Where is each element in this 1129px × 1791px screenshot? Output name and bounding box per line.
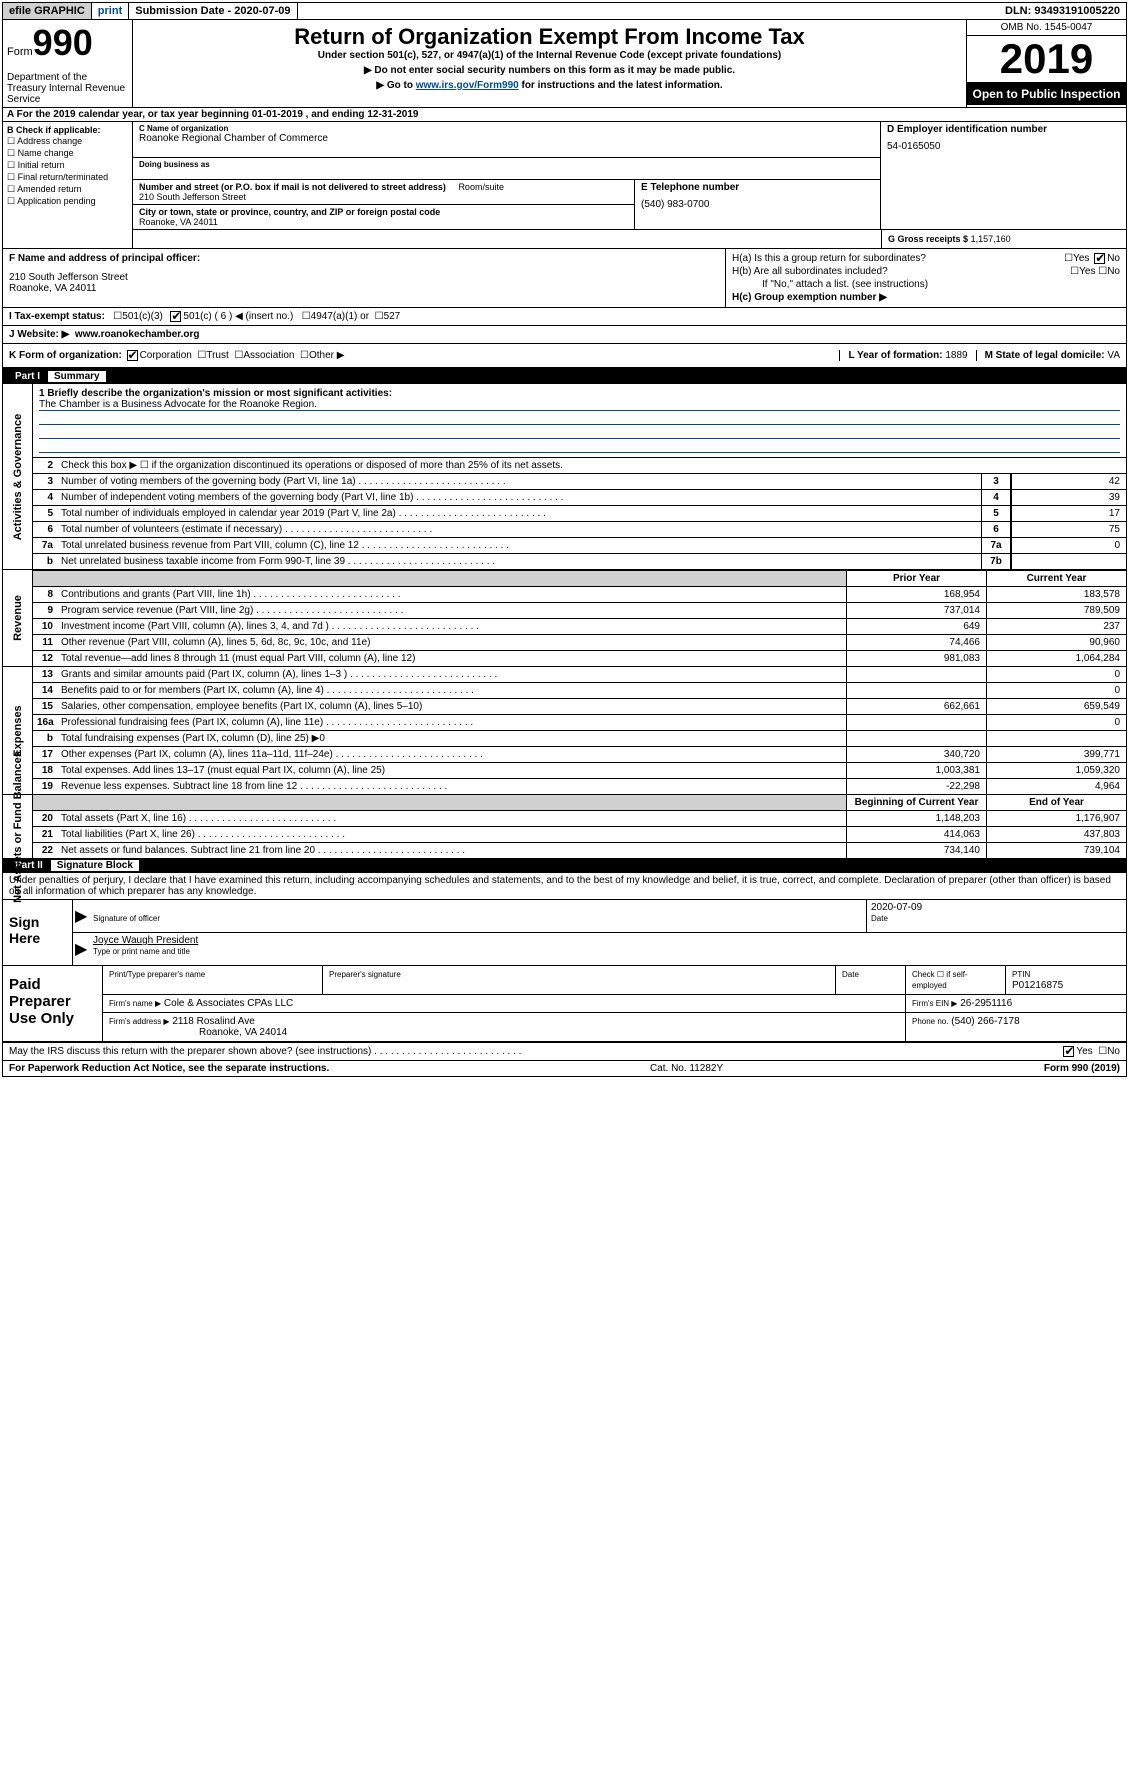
firm-phone: Phone no. (540) 266-7178: [906, 1013, 1126, 1041]
firm-ein: Firm's EIN ▶ 26-2951116: [906, 995, 1126, 1012]
col-e: E Telephone number (540) 983-0700: [635, 180, 880, 229]
city-box: City or town, state or province, country…: [133, 205, 634, 229]
footer: For Paperwork Reduction Act Notice, see …: [3, 1061, 1126, 1076]
dln: DLN: 93493191005220: [999, 3, 1126, 19]
line-a: A For the 2019 calendar year, or tax yea…: [3, 108, 1126, 122]
dept-label: Department of the Treasury Internal Reve…: [7, 72, 128, 105]
firm-addr: Firm's address ▶ 2118 Rosalind AveRoanok…: [103, 1013, 906, 1041]
form-header: Form990 Department of the Treasury Inter…: [3, 20, 1126, 108]
tax-year: 2019: [967, 36, 1126, 83]
form-number: Form990: [7, 22, 128, 64]
col-d-ein: D Employer identification number 54-0165…: [881, 122, 1126, 229]
discuss-yes-check[interactable]: [1063, 1046, 1074, 1057]
line-k-org: K Form of organization: Corporation ☐ Tr…: [3, 344, 1126, 369]
paid-preparer-block: Paid Preparer Use Only Print/Type prepar…: [3, 966, 1126, 1043]
section-header-block: B Check if applicable: ☐ Address change …: [3, 122, 1126, 249]
part-ii-header: Part II Signature Block: [3, 858, 1126, 873]
check-name[interactable]: ☐ Name change: [7, 148, 128, 159]
line-j-website: J Website: ▶ www.roanokechamber.org: [3, 326, 1126, 344]
row-f-h: F Name and address of principal officer:…: [3, 249, 1126, 308]
sign-date: 2020-07-09Date: [866, 900, 1126, 932]
perjury-text: Under penalties of perjury, I declare th…: [3, 873, 1126, 900]
check-final[interactable]: ☐ Final return/terminated: [7, 172, 128, 183]
dba-box: Doing business as: [133, 158, 880, 180]
sign-arrow-icon: ▶: [73, 933, 89, 965]
subtitle-1: Under section 501(c), 527, or 4947(a)(1)…: [135, 50, 964, 61]
col-h: H(a) Is this a group return for subordin…: [726, 249, 1126, 307]
omb-number: OMB No. 1545-0047: [967, 20, 1126, 36]
irs-link[interactable]: www.irs.gov/Form990: [416, 80, 519, 91]
officer-name: Joyce Waugh PresidentType or print name …: [89, 933, 1126, 965]
check-amend[interactable]: ☐ Amended return: [7, 184, 128, 195]
street-box: Number and street (or P.O. box if mail i…: [133, 180, 634, 205]
org-name-box: C Name of organization Roanoke Regional …: [133, 122, 880, 158]
gross-receipts: G Gross receipts $ 1,157,160: [881, 230, 1126, 248]
officer-signature[interactable]: Signature of officer: [89, 900, 866, 932]
check-app[interactable]: ☐ Application pending: [7, 196, 128, 207]
ptin: PTINP01216875: [1006, 966, 1126, 994]
col-b: B Check if applicable: ☐ Address change …: [3, 122, 133, 248]
discuss-row: May the IRS discuss this return with the…: [3, 1043, 1126, 1061]
sign-arrow-icon: ▶: [73, 900, 89, 932]
form-title: Return of Organization Exempt From Incom…: [135, 22, 964, 50]
top-bar: efile GRAPHIC print Submission Date - 20…: [3, 3, 1126, 20]
prep-sig[interactable]: Preparer's signature: [323, 966, 836, 994]
submission-date: Submission Date - 2020-07-09: [129, 3, 297, 19]
vert-net: Net Assets or Fund Balances: [3, 795, 33, 858]
efile-label: efile GRAPHIC: [3, 3, 92, 19]
mission-box: 1 Briefly describe the organization's mi…: [33, 384, 1126, 457]
website-url[interactable]: www.roanokechamber.org: [75, 329, 200, 340]
part-i-header: Part I Summary: [3, 369, 1126, 384]
prep-date[interactable]: Date: [836, 966, 906, 994]
org-name: Roanoke Regional Chamber of Commerce: [139, 133, 874, 144]
vert-rev: Revenue: [3, 570, 33, 666]
prep-name[interactable]: Print/Type preparer's name: [103, 966, 323, 994]
subtitle-2: ▶ Do not enter social security numbers o…: [135, 65, 964, 76]
firm-name: Firm's name ▶ Cole & Associates CPAs LLC: [103, 995, 906, 1012]
col-f: F Name and address of principal officer:…: [3, 249, 726, 307]
vert-ag: Activities & Governance: [3, 384, 33, 569]
check-addr[interactable]: ☐ Address change: [7, 136, 128, 147]
open-public-badge: Open to Public Inspection: [967, 83, 1126, 105]
self-employed-check[interactable]: Check ☐ if self-employed: [906, 966, 1006, 994]
line-i-tax-status: I Tax-exempt status: ☐ 501(c)(3) 501(c) …: [3, 308, 1126, 326]
subtitle-3: ▶ Go to www.irs.gov/Form990 for instruct…: [135, 80, 964, 91]
sign-here-block: Sign Here ▶ Signature of officer 2020-07…: [3, 900, 1126, 966]
check-init[interactable]: ☐ Initial return: [7, 160, 128, 171]
print-link[interactable]: print: [92, 3, 129, 19]
